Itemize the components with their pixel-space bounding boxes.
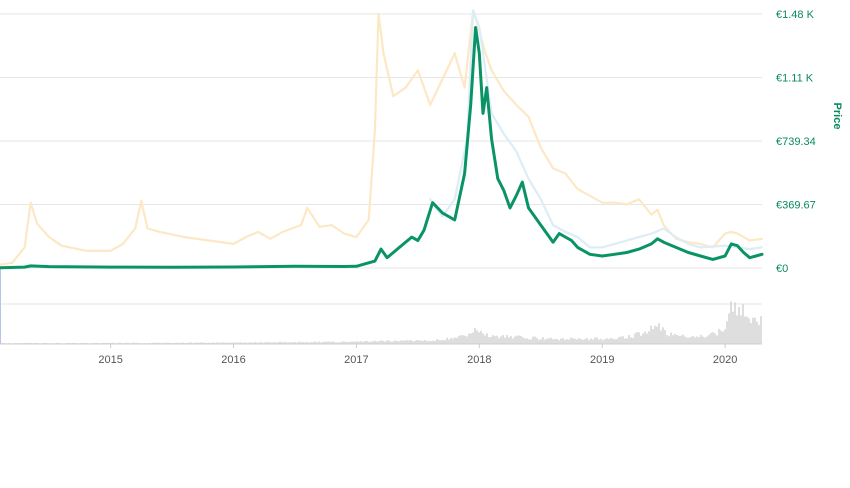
y-tick-label-4: €1.48 K — [776, 9, 815, 21]
x-tick-label-5: 2020 — [713, 354, 737, 366]
x-tick-label-3: 2018 — [467, 354, 491, 366]
volume-histogram — [0, 301, 762, 344]
x-axis: 2015 2016 2017 2018 2019 2020 — [98, 344, 737, 366]
y-tick-label-3: €1.11 K — [776, 72, 814, 84]
y-axis: €0 €369.67 €739.34 €1.11 K €1.48 K — [776, 9, 816, 275]
x-tick-label-0: 2015 — [98, 354, 122, 366]
x-tick-label-2: 2017 — [344, 354, 368, 366]
y-tick-label-0: €0 — [776, 263, 788, 275]
x-tick-label-1: 2016 — [221, 354, 245, 366]
series-line-price — [0, 26, 764, 270]
series-line-secondary — [429, 9, 764, 251]
series-line-market-cap — [0, 9, 764, 266]
series-lines — [0, 9, 764, 270]
y-axis-title: Price — [831, 103, 843, 130]
grid-lines — [0, 13, 762, 345]
y-tick-label-1: €369.67 — [776, 199, 816, 211]
y-tick-label-2: €739.34 — [776, 136, 816, 148]
x-tick-label-4: 2019 — [590, 354, 614, 366]
